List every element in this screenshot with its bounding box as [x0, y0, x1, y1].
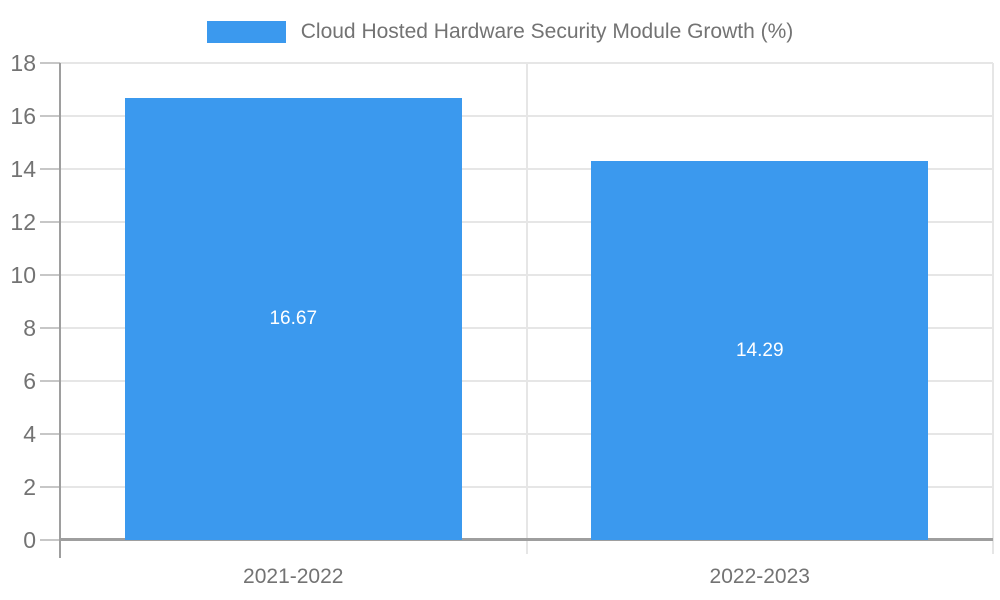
- y-tick-label: 0: [23, 527, 36, 553]
- legend: Cloud Hosted Hardware Security Module Gr…: [0, 20, 1000, 44]
- y-tick: [40, 115, 60, 117]
- y-axis-line: [59, 63, 61, 558]
- y-tick: [40, 62, 60, 64]
- bar: [591, 161, 929, 540]
- plot-area: 0 2 4 6 8 10 12 14 16 18 16.67 2021-2022 14.29 2022-2…: [10, 50, 994, 588]
- y-tick: [40, 433, 60, 435]
- y-tick-label: 12: [10, 209, 36, 235]
- legend-swatch: [206, 21, 286, 43]
- category-divider: [525, 63, 528, 554]
- y-tick-label: 2: [23, 474, 36, 500]
- y-tick: [40, 380, 60, 382]
- x-axis-line: [60, 538, 993, 541]
- y-tick-label: 16: [10, 103, 36, 129]
- y-tick-label: 8: [23, 315, 36, 341]
- y-tick: [40, 168, 60, 170]
- y-tick-label: 18: [10, 50, 36, 76]
- x-tick-label: 2021-2022: [243, 565, 344, 588]
- bar: [124, 98, 462, 540]
- x-tick-label: 2022-2023: [709, 565, 810, 588]
- bar-value-label: 14.29: [735, 339, 784, 361]
- y-tick: [40, 539, 60, 541]
- y-tick-label: 4: [23, 421, 36, 447]
- y-tick: [40, 486, 60, 488]
- y-tick: [40, 274, 60, 276]
- legend-label: Cloud Hosted Hardware Security Module Gr…: [300, 20, 794, 43]
- y-tick: [40, 327, 60, 329]
- y-tick: [40, 221, 60, 223]
- bar-value-label: 16.67: [269, 308, 318, 330]
- plot-right-border: [992, 63, 994, 554]
- y-tick-label: 10: [10, 262, 36, 288]
- y-tick-label: 6: [23, 368, 36, 394]
- y-tick-label: 14: [10, 156, 36, 182]
